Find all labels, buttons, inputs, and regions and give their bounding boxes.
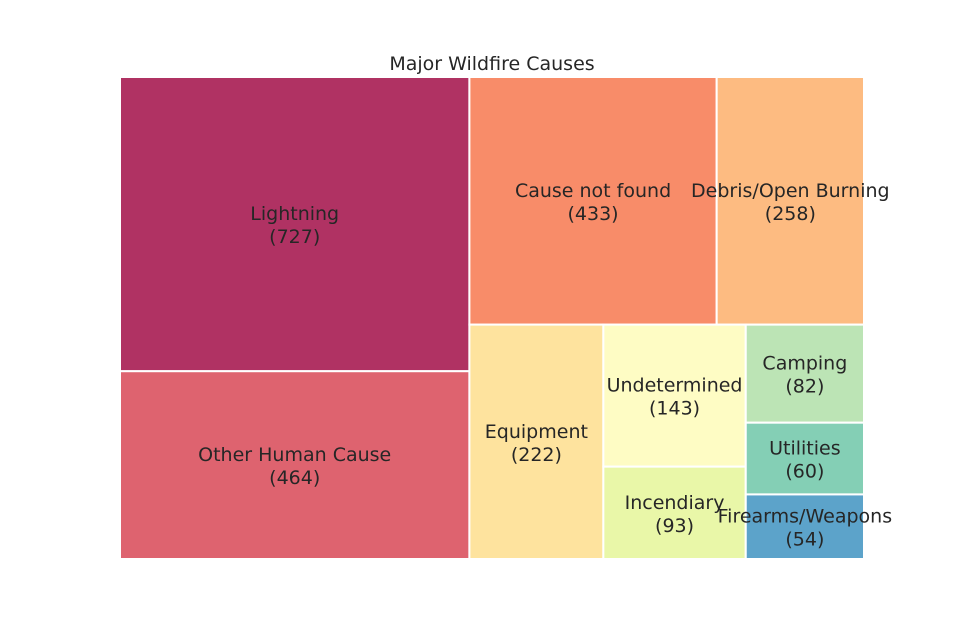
tile-label-name: Firearms/Weapons [718, 506, 892, 528]
tile-label-value: (143) [649, 398, 700, 420]
tile-camping [744, 323, 866, 424]
tile-label-name: Other Human Cause [198, 444, 391, 466]
tile-label-name: Camping [762, 353, 847, 375]
tile-undetermined [602, 323, 747, 468]
tile-label-name: Undetermined [607, 375, 743, 397]
tile-label-value: (54) [785, 529, 824, 551]
tile-label-camping: Camping (82) [762, 353, 847, 398]
tile-label-value: (464) [269, 467, 320, 489]
tile-label-debris-open-burning: Debris/Open Burning (258) [691, 180, 890, 225]
tile-utilities [744, 421, 866, 496]
tile-label-value: (93) [655, 515, 694, 537]
tile-cause-not-found [468, 76, 718, 326]
tile-label-value: (82) [785, 376, 824, 398]
tile-equipment [468, 323, 605, 560]
treemap-tiles: Lightning (727) Other Human Cause (464) Caus… [119, 76, 892, 561]
tile-label-utilities: Utilities (60) [769, 438, 841, 483]
tile-label-name: Incendiary [625, 492, 725, 514]
tile-label-name: Debris/Open Burning [691, 180, 890, 202]
tile-lightning [119, 76, 471, 373]
tile-label-lightning: Lightning (727) [250, 203, 339, 248]
tile-label-value: (727) [269, 226, 320, 248]
tile-label-firearms-weapons: Firearms/Weapons (54) [718, 506, 892, 551]
tile-label-name: Equipment [485, 421, 588, 443]
tile-label-equipment: Equipment (222) [485, 421, 588, 466]
tile-label-name: Utilities [769, 438, 841, 460]
tile-label-value: (433) [567, 203, 618, 225]
tile-label-name: Lightning [250, 203, 339, 225]
tile-debris-open-burning [715, 76, 865, 326]
tile-label-name: Cause not found [515, 180, 671, 202]
tile-label-other-human-cause: Other Human Cause (464) [198, 444, 391, 489]
tile-label-value: (258) [765, 203, 816, 225]
tile-label-incendiary: Incendiary (93) [625, 492, 725, 537]
tile-firearms-weapons [744, 493, 866, 560]
tile-label-value: (222) [511, 444, 562, 466]
tile-label-cause-not-found: Cause not found (433) [515, 180, 671, 225]
chart-title: Major Wildfire Causes [389, 53, 594, 75]
tile-label-value: (60) [785, 461, 824, 483]
tile-label-undetermined: Undetermined (143) [607, 375, 743, 420]
